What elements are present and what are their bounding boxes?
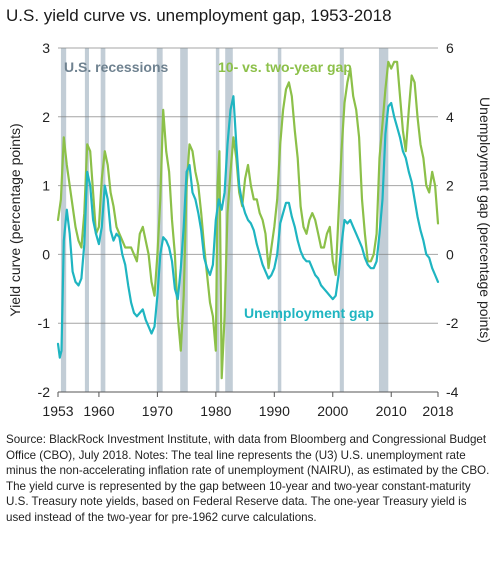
y2-tick-label-5: 6 [446, 40, 454, 56]
chart-labels: U.S. recessions 10- vs. two-year gap Unemp… [64, 59, 374, 321]
x-tick-label-0: 1953 [42, 403, 73, 419]
x-tick-label-6: 2010 [376, 403, 407, 419]
recession-band-0 [60, 48, 67, 392]
x-tick-label-3: 1980 [200, 403, 231, 419]
recession-band-7 [277, 48, 282, 392]
recession-band-6 [225, 48, 233, 392]
y-axis-label: Yield curve (percentage points) [7, 123, 23, 316]
x-tick-label-5: 2000 [317, 403, 348, 419]
recession-band-1 [84, 48, 89, 392]
y-tick-label-3: 1 [42, 178, 50, 194]
recession-band-8 [339, 48, 344, 392]
y-tick-label-1: -1 [38, 315, 51, 331]
y-tick-label-2: 0 [42, 246, 50, 262]
y2-tick-label-2: 0 [446, 246, 454, 262]
y-tick-label-4: 2 [42, 109, 50, 125]
unemployment-gap-label: Unemployment gap [244, 305, 374, 321]
x-tick-label-1: 1960 [83, 403, 114, 419]
recessions-label: U.S. recessions [64, 59, 168, 75]
y2-tick-label-4: 4 [446, 109, 454, 125]
axes: 1953 1960 1970 1980 1990 2000 2010 2018 -2 -1 0 1 2 3… [7, 40, 493, 419]
unemployment-gap-line [56, 95, 440, 359]
chart-title: U.S. yield curve vs. unemployment gap, 1… [6, 6, 392, 25]
recession-band-9 [378, 48, 389, 392]
source-note: Source: BlackRock Investment Institute, … [6, 433, 490, 524]
y2-tick-label-1: -2 [446, 315, 459, 331]
x-tick-label-4: 1990 [259, 403, 290, 419]
chart: 1953 1960 1970 1980 1990 2000 2010 2018 -2 -1 0 1 2 3… [7, 40, 493, 419]
series-lines [56, 60, 440, 380]
y2-tick-label-3: 2 [446, 178, 454, 194]
y2-axis-label: Unemployment gap (percentage points) [477, 97, 493, 343]
y-tick-label-5: 3 [42, 40, 50, 56]
yield-curve-label: 10- vs. two-year gap [218, 59, 352, 75]
x-tick-label-2: 1970 [142, 403, 173, 419]
y2-tick-label-0: -4 [446, 384, 459, 400]
x-tick-label-7: 2018 [422, 403, 453, 419]
yield-curve-line [56, 60, 440, 380]
y-tick-label-0: -2 [38, 384, 51, 400]
